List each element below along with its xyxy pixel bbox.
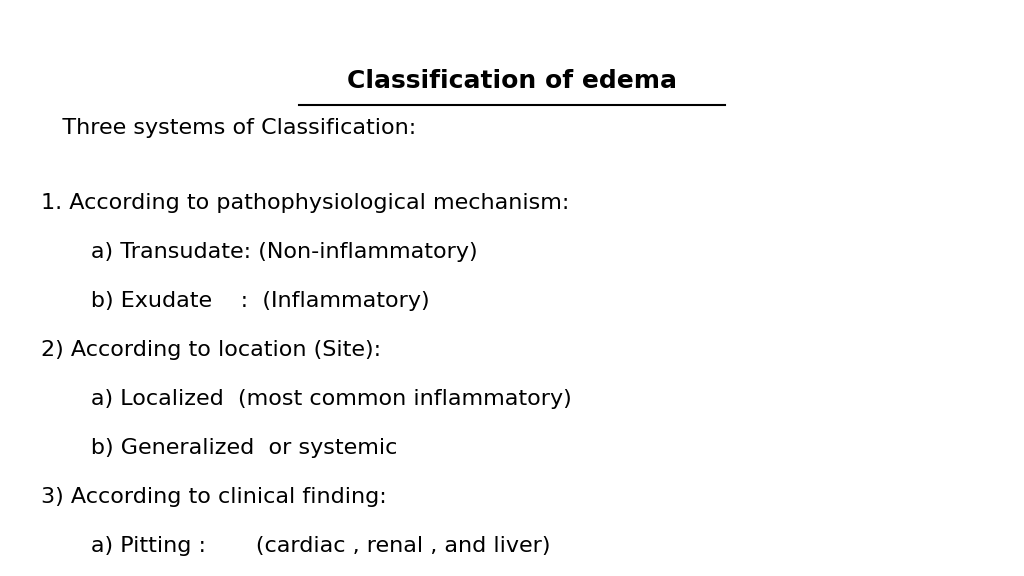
Text: b) Exudate    :  (Inflammatory): b) Exudate : (Inflammatory) bbox=[41, 291, 430, 311]
Text: 3) According to clinical finding:: 3) According to clinical finding: bbox=[41, 487, 387, 507]
Text: Classification of edema: Classification of edema bbox=[347, 69, 677, 93]
Text: a) Pitting :       (cardiac , renal , and liver): a) Pitting : (cardiac , renal , and live… bbox=[41, 536, 551, 556]
Text: a) Transudate: (Non-inflammatory): a) Transudate: (Non-inflammatory) bbox=[41, 242, 477, 262]
Text: 1. According to pathophysiological mechanism:: 1. According to pathophysiological mecha… bbox=[41, 193, 569, 213]
Text: a) Localized  (most common inflammatory): a) Localized (most common inflammatory) bbox=[41, 389, 571, 409]
Text: 2) According to location (Site):: 2) According to location (Site): bbox=[41, 340, 381, 360]
Text: Three systems of Classification:: Three systems of Classification: bbox=[41, 118, 416, 138]
Text: b) Generalized  or systemic: b) Generalized or systemic bbox=[41, 438, 397, 458]
